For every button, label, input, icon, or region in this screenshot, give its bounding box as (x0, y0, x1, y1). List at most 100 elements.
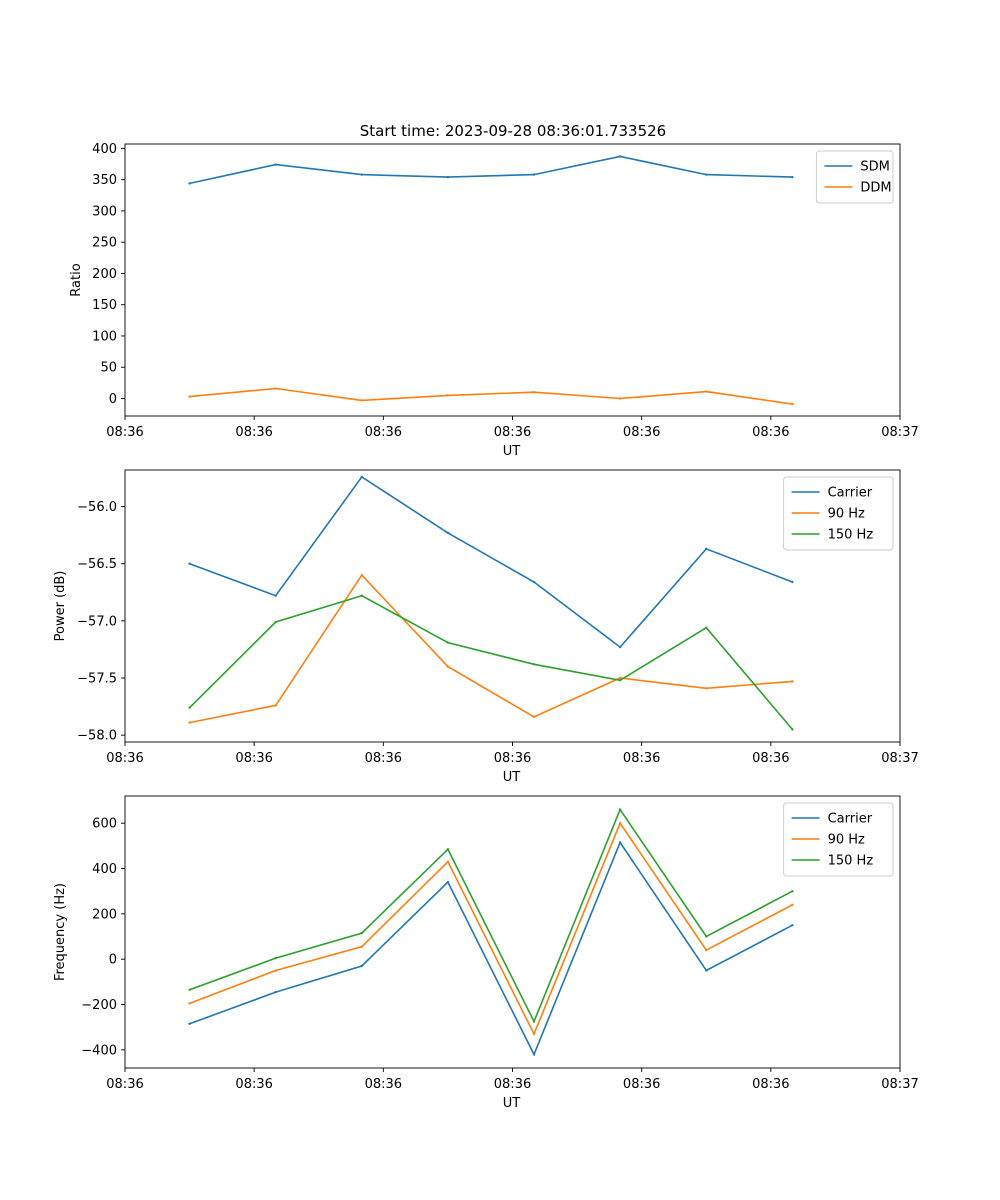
frequency-series-carrier-point (532, 1053, 536, 1056)
ratio-series-sdm-point (705, 173, 708, 176)
power-series-carrier-point (618, 645, 622, 649)
power-x-tick-label: 08:36 (106, 751, 143, 766)
frequency-panel: 08:36 08:36 08:36 08:36 08:36 08:36 08:37 −400 −… (53, 795, 919, 1111)
frequency-legend-label-150-hz: 150 Hz (828, 854, 874, 869)
frequency-legend-label-carrier: Carrier (828, 812, 873, 827)
power-series-carrier-point (446, 531, 450, 535)
frequency-series-150-hz-point (705, 935, 708, 938)
power-series-150-hz-point (360, 594, 364, 597)
frequency-series-carrier-point (705, 969, 708, 972)
frequency-series-carrier-line (189, 840, 793, 1057)
frequency-y-tick-label: 0 (109, 953, 117, 968)
frequency-series-90-hz-point (188, 1002, 191, 1005)
power-legend-label-90-hz: 90 Hz (828, 507, 865, 522)
power-series-150-hz-line (189, 594, 794, 730)
ratio-series-ddm-point (274, 387, 277, 390)
ratio-legend-label-ddm: DDM (860, 181, 891, 196)
power-y-tick-label: −57.0 (77, 614, 117, 629)
power-legend-label-150-hz: 150 Hz (828, 528, 874, 543)
ratio-series-ddm-point (618, 397, 622, 400)
frequency-series-90-hz-point (532, 1032, 536, 1036)
frequency-series-90-hz-line (189, 821, 793, 1036)
power-series-150-hz-point (791, 728, 794, 731)
ratio-y-axis-label: Ratio (69, 263, 84, 296)
frequency-series-150-hz-point (618, 808, 622, 811)
frequency-y-tick-label: 200 (92, 907, 117, 922)
frequency-series-90-hz-point (274, 969, 277, 972)
frequency-series-150-hz-line (189, 807, 793, 1024)
ratio-series-ddm-point (188, 395, 191, 398)
power-y-tick-label: −58.0 (77, 729, 117, 744)
frequency-x-tick-label: 08:36 (235, 1077, 272, 1092)
ratio-y-tick-label: 150 (92, 298, 117, 313)
power-series-150-hz-point (446, 641, 450, 644)
ratio-series-ddm-point (532, 391, 536, 394)
frequency-series-carrier-point (274, 990, 277, 994)
frequency-series-90-hz-point (705, 948, 708, 952)
ratio-legend-box (815, 150, 894, 204)
power-series-carrier-point (360, 475, 364, 479)
ratio-series-ddm-point (360, 399, 364, 402)
frequency-series-150-hz-point (188, 988, 191, 991)
ratio-x-tick-label: 08:36 (752, 425, 789, 440)
power-series-90-hz-point (274, 704, 277, 707)
ratio-y-tick-label: 0 (109, 392, 117, 407)
ratio-series-sdm-point (791, 175, 794, 179)
power-series-150-hz-point (532, 663, 536, 666)
ratio-x-tick-label: 08:36 (623, 425, 660, 440)
power-y-tick-label: −56.5 (77, 557, 117, 572)
power-series-90-hz-point (532, 715, 536, 719)
frequency-x-tick-label: 08:36 (623, 1077, 660, 1092)
power-series-90-hz-point (791, 680, 794, 683)
frequency-x-tick-label: 08:36 (752, 1077, 789, 1092)
ratio-y-tick-label: 300 (92, 204, 117, 219)
power-series-150-hz-point (618, 679, 622, 682)
power-y-axis-label: Power (dB) (53, 571, 68, 642)
ratio-series-sdm-point (188, 182, 191, 185)
ratio-panel: 08:36 08:36 08:36 08:36 08:36 08:36 08:37 0 50 10… (69, 142, 919, 459)
frequency-series-90-hz-point (618, 822, 622, 825)
figure-title: Start time: 2023-09-28 08:36:01.733526 (360, 122, 666, 140)
frequency-x-tick-label: 08:37 (881, 1077, 918, 1092)
power-x-tick-label: 08:36 (365, 751, 402, 766)
ratio-y-tick-label: 250 (92, 236, 117, 251)
power-y-tick-label: −57.5 (77, 672, 117, 687)
ratio-series-sdm-point (446, 175, 450, 179)
frequency-legend-box (783, 802, 894, 877)
power-legend-label-carrier: Carrier (828, 486, 873, 501)
frequency-x-tick-label: 08:36 (106, 1077, 143, 1092)
ratio-series-ddm-line (189, 387, 793, 405)
ratio-y-tick-label: 50 (100, 361, 117, 376)
power-legend-box (783, 476, 894, 551)
ratio-legend-label-sdm: SDM (860, 160, 889, 175)
ratio-x-tick-label: 08:37 (881, 425, 918, 440)
ratio-y-tick-label: 350 (92, 173, 117, 188)
ratio-x-tick-label: 08:36 (106, 425, 143, 440)
power-series-150-hz-point (188, 706, 191, 709)
frequency-series-carrier-point (618, 841, 622, 844)
frequency-series-150-hz-point (360, 931, 364, 935)
power-panel: 08:36 08:36 08:36 08:36 08:36 08:36 08:37 −58.0… (53, 469, 919, 785)
frequency-y-tick-label: −400 (81, 1043, 117, 1058)
power-x-tick-label: 08:36 (494, 751, 531, 766)
power-x-tick-label: 08:36 (623, 751, 660, 766)
power-series-90-hz-point (705, 687, 708, 690)
frequency-series-90-hz-point (360, 945, 364, 948)
frequency-y-tick-label: −200 (81, 998, 117, 1013)
power-x-tick-label: 08:36 (752, 751, 789, 766)
ratio-series-ddm-point (705, 390, 708, 393)
frequency-series-150-hz-point (791, 890, 794, 893)
power-series-90-hz-point (446, 665, 450, 668)
ratio-y-tick-label: 400 (92, 142, 117, 157)
frequency-series-carrier-point (791, 924, 794, 927)
ratio-series-sdm-point (532, 173, 536, 176)
frequency-series-carrier-point (446, 880, 450, 884)
frequency-series-90-hz-point (791, 903, 794, 906)
frequency-x-tick-label: 08:36 (494, 1077, 531, 1092)
frequency-legend-label-90-hz: 90 Hz (828, 833, 865, 848)
frequency-y-axis-label: Frequency (Hz) (53, 883, 68, 981)
ratio-x-axis-label: UT (503, 444, 521, 459)
frequency-series-carrier-point (188, 1022, 191, 1025)
power-series-carrier-point (705, 547, 708, 551)
